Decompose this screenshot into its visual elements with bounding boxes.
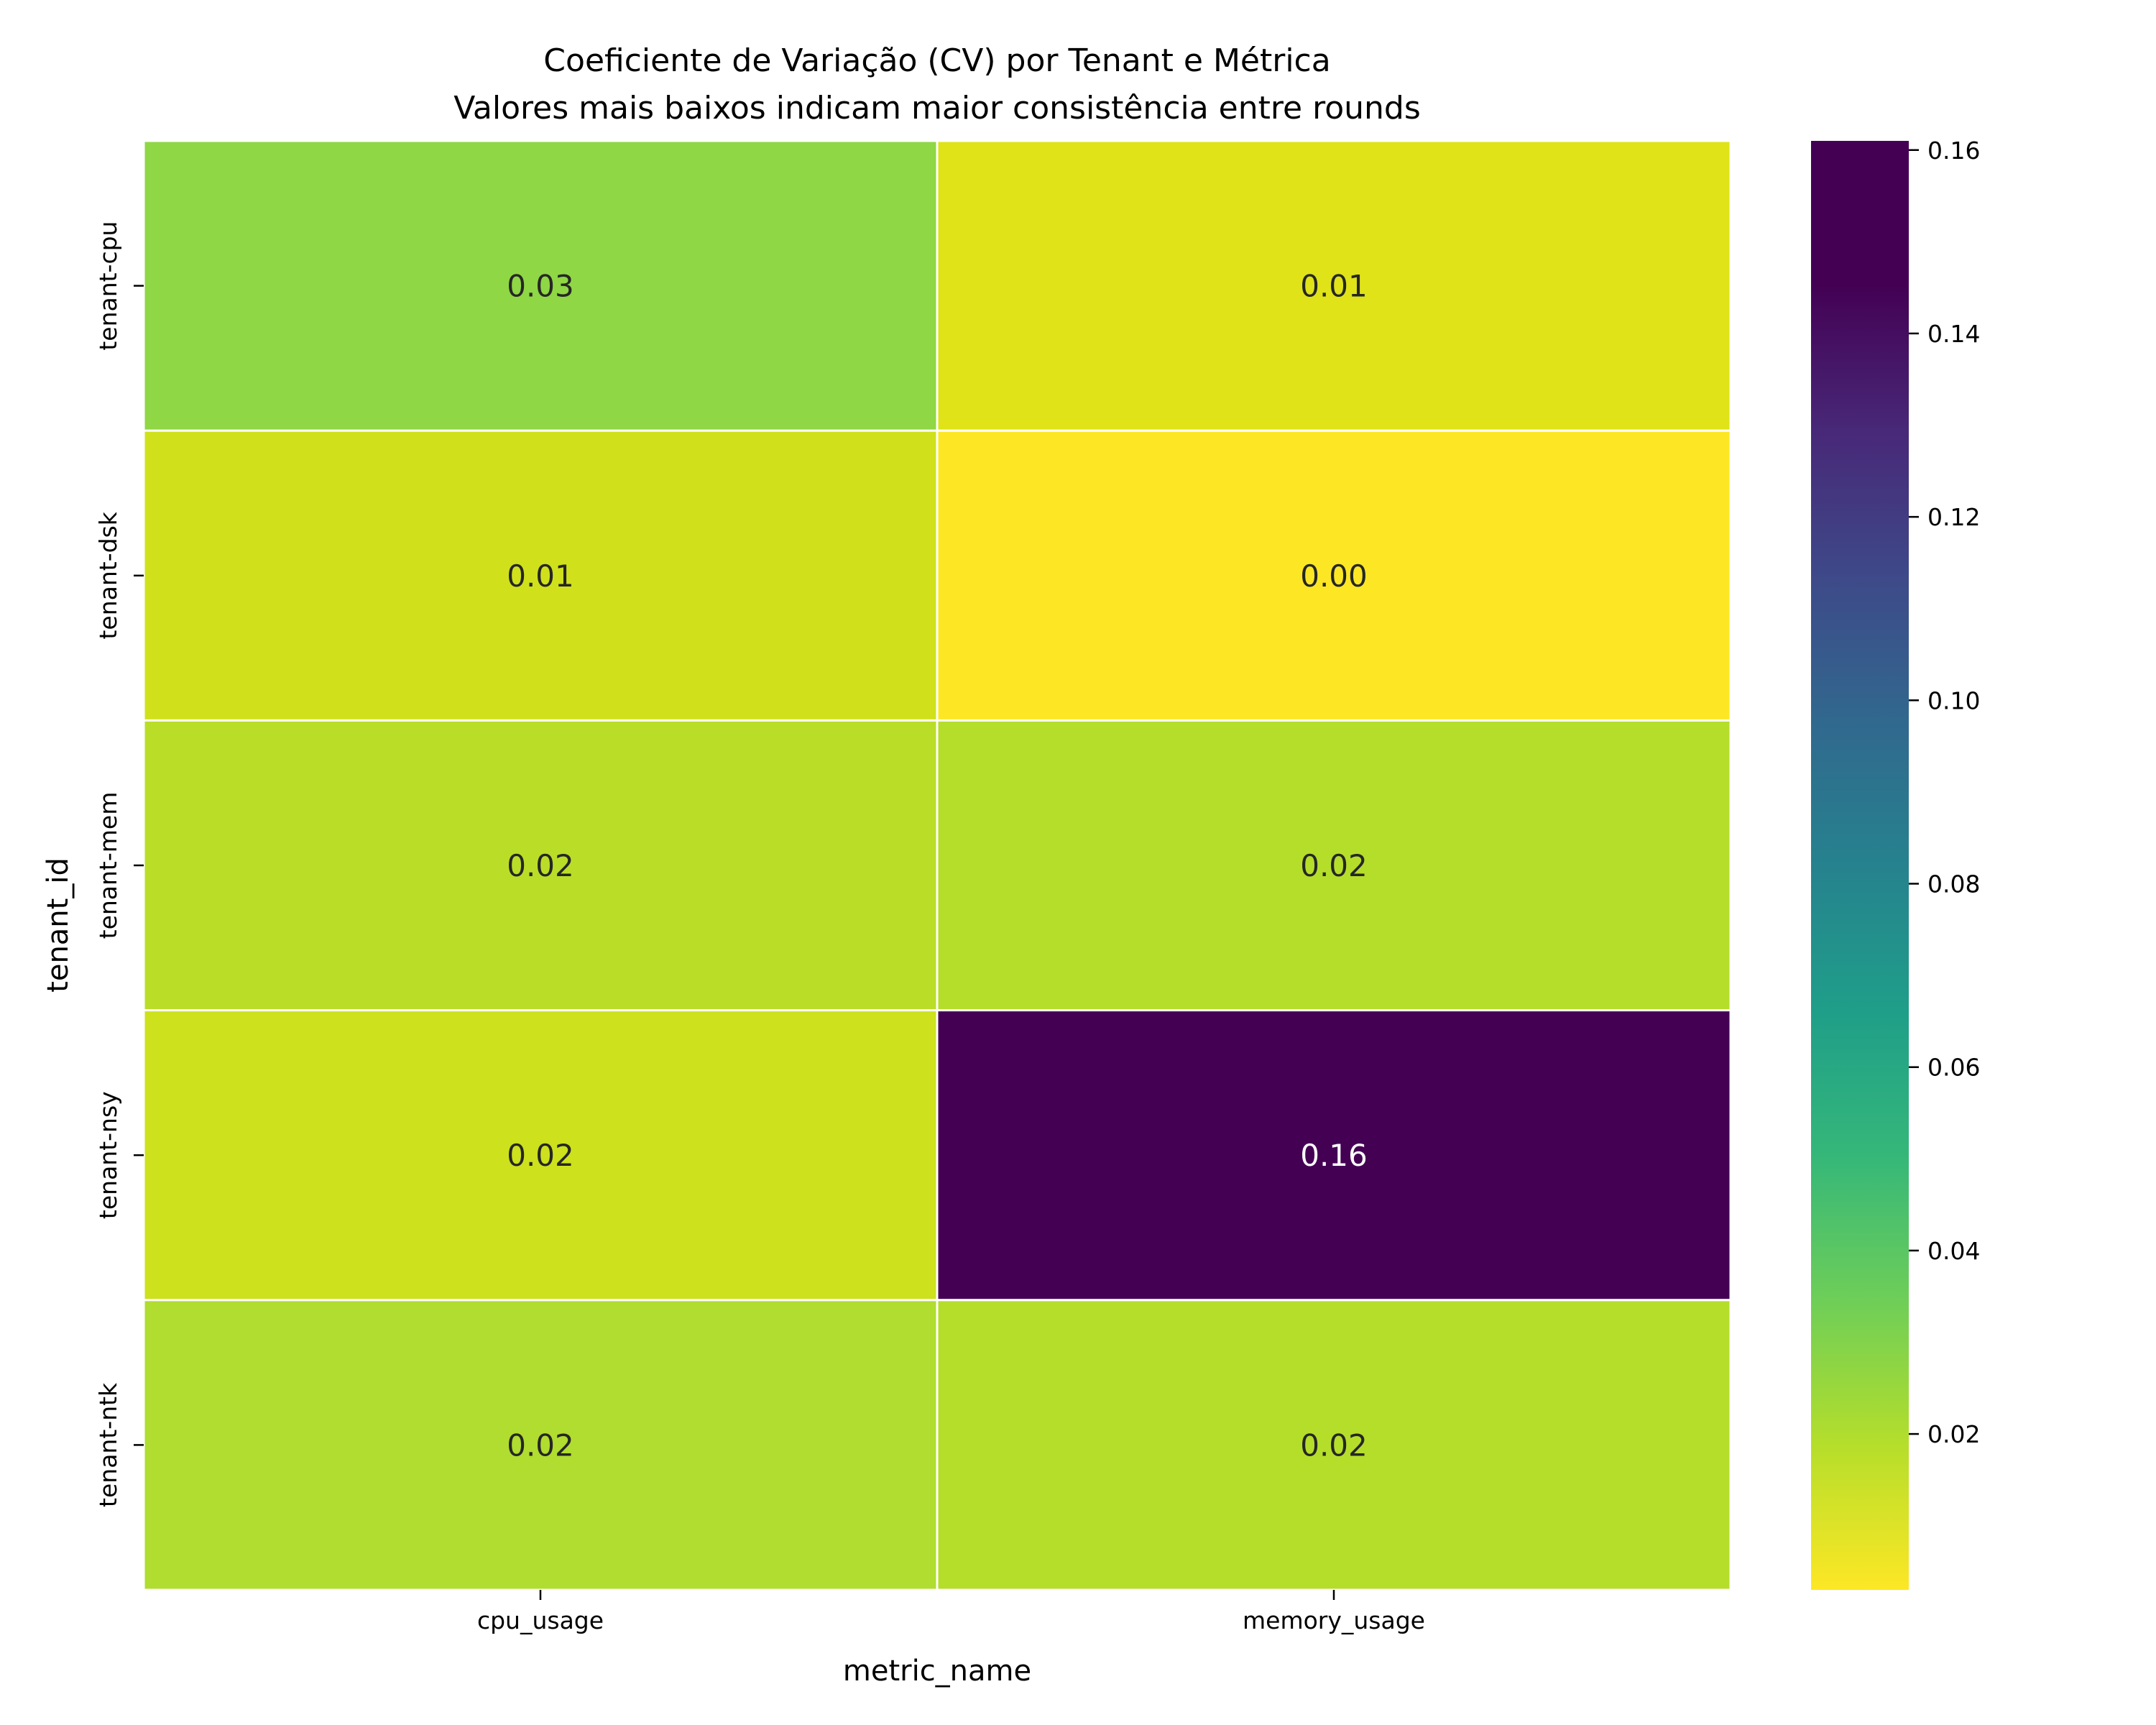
cell-value-label: 0.03 [507,269,574,304]
cell-value-label: 0.01 [1300,269,1368,304]
heatmap-cell-tenant-dsk-memory_usage [936,429,1732,722]
y-tick-label: tenant-cpu [94,221,122,351]
y-axis-label: tenant_id [42,857,75,993]
cell-value-label: 0.02 [1300,848,1368,883]
heatmap-cell-tenant-cpu-cpu_usage [142,139,939,432]
colorbar-ticks: 0.02 0.04 0.06 0.08 0.10 0.12 0.14 0.16 [1909,137,1980,1448]
heatmap-cell-tenant-mem-memory_usage [936,719,1732,1012]
y-tick-label: tenant-nsy [94,1091,122,1219]
colorbar-tick-label: 0.12 [1927,503,1980,531]
colorbar-tick-label: 0.04 [1927,1237,1980,1265]
heatmap-cells [142,139,1732,1591]
cell-value-label: 0.00 [1300,558,1368,594]
x-axis-label: metric_name [843,1655,1031,1688]
y-axis: tenant-cpu tenant-dsk tenant-mem tenant-nsy… [94,221,144,1507]
heatmap-cell-labels: 0.03 0.01 0.01 0.00 0.02 0.02 0.02 0.16 0.02 0.02 [507,269,1368,1463]
colorbar-tick-label: 0.02 [1927,1420,1980,1448]
cell-value-label: 0.16 [1300,1138,1368,1173]
cell-value-label: 0.02 [507,848,574,883]
heatmap-cell-tenant-nsy-memory_usage [936,1009,1732,1302]
colorbar-tick-label: 0.16 [1927,137,1980,165]
cell-value-label: 0.02 [507,1427,574,1463]
x-axis: cpu_usage memory_usage [477,1590,1425,1634]
cell-value-label: 0.02 [507,1138,574,1173]
colorbar-tick-label: 0.10 [1927,686,1980,714]
heatmap-cell-tenant-nsy-cpu_usage [142,1009,939,1302]
x-tick-label: memory_usage [1243,1606,1425,1634]
y-tick-label: tenant-ntk [94,1382,122,1507]
colorbar-tick-label: 0.14 [1927,320,1980,348]
colorbar-gradient [1811,141,1909,1590]
colorbar: 0.02 0.04 0.06 0.08 0.10 0.12 0.14 0.16 [1811,137,1980,1590]
y-tick-label: tenant-mem [94,792,122,939]
y-tick-label: tenant-dsk [94,511,122,639]
colorbar-tick-label: 0.08 [1927,870,1980,898]
chart-title: Coeficiente de Variação (CV) por Tenant … [543,42,1330,79]
heatmap-cell-tenant-ntk-memory_usage [936,1299,1732,1591]
heatmap-cell-tenant-cpu-memory_usage [936,139,1732,432]
heatmap-cell-tenant-mem-cpu_usage [142,719,939,1012]
heatmap-cell-tenant-dsk-cpu_usage [142,429,939,722]
cell-value-label: 0.01 [507,558,574,594]
x-tick-label: cpu_usage [477,1606,604,1634]
chart-subtitle: Valores mais baixos indicam maior consis… [453,90,1421,126]
cell-value-label: 0.02 [1300,1427,1368,1463]
colorbar-tick-label: 0.06 [1927,1054,1980,1082]
